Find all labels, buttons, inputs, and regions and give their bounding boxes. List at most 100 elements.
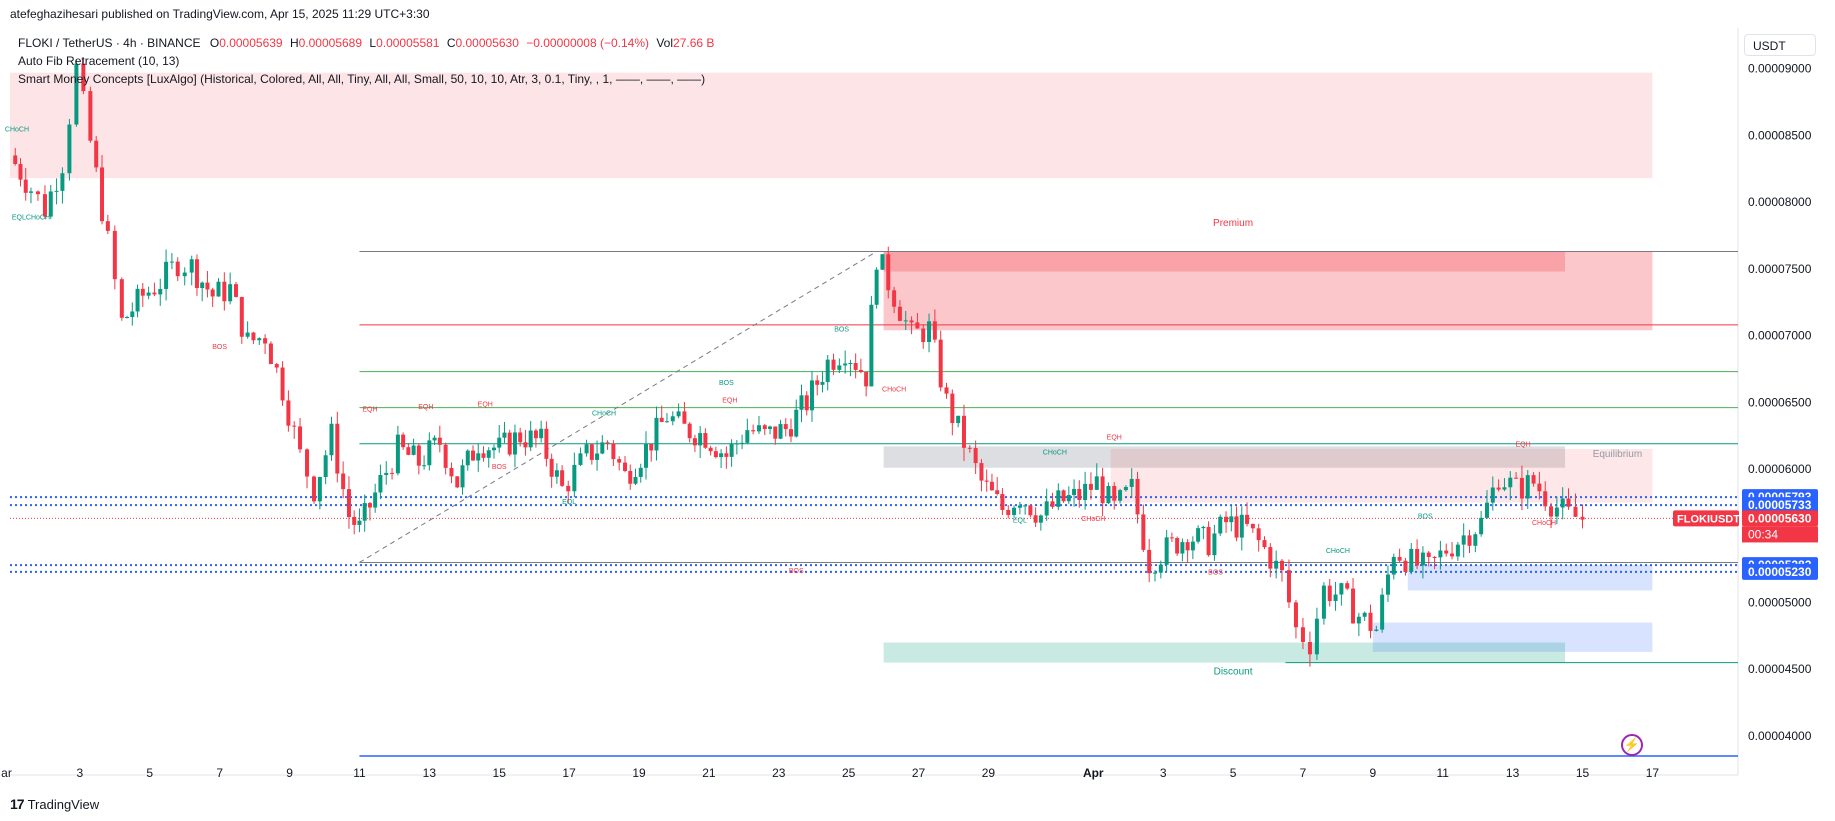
candle-body (740, 442, 745, 444)
candle-body (549, 458, 554, 477)
y-tick-label: 0.00004500 (1748, 662, 1812, 676)
price-label-box (1742, 510, 1818, 527)
candle-body (572, 464, 577, 492)
y-tick-label: 0.00008500 (1748, 128, 1812, 142)
candle-body (476, 453, 481, 461)
candle-body (268, 343, 273, 365)
symbol-tag-text: FLOKIUSDT (1677, 513, 1740, 525)
candle-body (809, 380, 814, 411)
candle-body (1444, 550, 1449, 554)
candle-body (853, 363, 858, 370)
candle-body (23, 179, 28, 193)
candle-body (578, 453, 583, 465)
candle-body (1066, 495, 1071, 502)
candle-body (921, 328, 926, 343)
zone-discount (883, 642, 1566, 663)
smc-label: EQLCHoCH (12, 214, 50, 221)
candle-body (1415, 548, 1420, 566)
candle-body (1218, 516, 1223, 534)
candle-body (1566, 498, 1571, 507)
x-tick-label: Apr (1083, 766, 1104, 780)
indicator-fib[interactable]: Auto Fib Retracement (10, 13) (18, 54, 180, 68)
x-tick-label: 11 (1436, 766, 1449, 780)
candle-body (1038, 515, 1043, 523)
candle-body (927, 321, 932, 343)
candle-body (1327, 585, 1332, 602)
candle-body (692, 438, 697, 446)
candle-body (1175, 538, 1180, 554)
smc-label: Equilibrium (1593, 449, 1642, 460)
candle-body (1135, 478, 1140, 515)
candle-body (263, 338, 268, 344)
candle-body (897, 306, 902, 321)
candle-body (595, 453, 600, 460)
candle-body (312, 476, 317, 502)
candle-body (566, 485, 571, 492)
candle-body (1519, 477, 1524, 499)
candle-body (119, 279, 124, 318)
smc-label: EQH (1107, 435, 1122, 442)
candle-body (944, 387, 949, 394)
x-tick-label: 7 (216, 766, 223, 780)
candle-body (649, 444, 654, 451)
candle-body (664, 421, 669, 423)
y-tick-label: 0.00008000 (1748, 195, 1812, 209)
candle-body (432, 437, 437, 441)
zone-top-supply (10, 72, 1653, 179)
candle-body (719, 453, 724, 458)
smc-label: CHoCH (882, 387, 906, 394)
candle-body (67, 124, 72, 174)
x-tick-label: 5 (146, 766, 153, 780)
candle-body (35, 191, 40, 195)
candle-body (216, 281, 221, 297)
candle-body (406, 447, 411, 455)
candle-body (745, 430, 750, 443)
candle-body (507, 432, 512, 455)
candle-body (815, 380, 820, 385)
zone-equilibrium-red (1110, 449, 1653, 503)
candle-body (932, 321, 937, 340)
candle-body (584, 444, 589, 454)
ohlc-row: FLOKI / TetherUS · 4h · BINANCE O0.00005… (18, 34, 714, 52)
smc-label: BOS (834, 327, 849, 334)
candle-body (164, 261, 169, 289)
candle-body (1044, 501, 1049, 516)
candle-body (1206, 526, 1211, 556)
candle-body (1164, 537, 1169, 565)
countdown-text: 00:34 (1748, 527, 1778, 541)
candle-body (411, 445, 416, 455)
smc-label: CHoCH (1326, 548, 1350, 555)
candle-body (233, 284, 238, 297)
smc-label: EQL (1013, 517, 1027, 524)
candle-body (633, 476, 638, 484)
candle-body (1006, 509, 1011, 515)
candle-body (1580, 516, 1585, 520)
y-tick-label: 0.00007000 (1748, 329, 1812, 343)
smc-label: EQH (1516, 441, 1531, 448)
x-tick-label: 17 (1646, 766, 1660, 780)
candle-body (528, 430, 533, 448)
candle-body (105, 221, 110, 231)
candle-body (486, 450, 491, 458)
candle-body (670, 416, 675, 422)
candle-body (1262, 540, 1267, 548)
x-tick-label: ar (1, 766, 12, 780)
smc-label: CHoCH (5, 126, 29, 133)
smc-label: EQH (722, 397, 737, 404)
candle-body (305, 449, 310, 477)
candle-body (100, 167, 105, 222)
smc-label: BOS (1418, 513, 1433, 520)
candle-body (1362, 612, 1367, 617)
indicator-smc[interactable]: Smart Money Concepts [LuxAlgo] (Historic… (18, 72, 706, 86)
candle-body (892, 290, 897, 307)
candle-body (239, 296, 244, 337)
symbol-title[interactable]: FLOKI / TetherUS · 4h · BINANCE (18, 36, 201, 50)
candle-body (1333, 594, 1338, 602)
smc-label: EQH (418, 404, 433, 411)
candle-body (523, 442, 528, 448)
smc-label: BOS (492, 464, 507, 471)
lightning-icon[interactable]: ⚡ (1621, 734, 1643, 756)
candle-body (1083, 483, 1088, 501)
currency-selector[interactable]: USDT (1744, 34, 1816, 56)
